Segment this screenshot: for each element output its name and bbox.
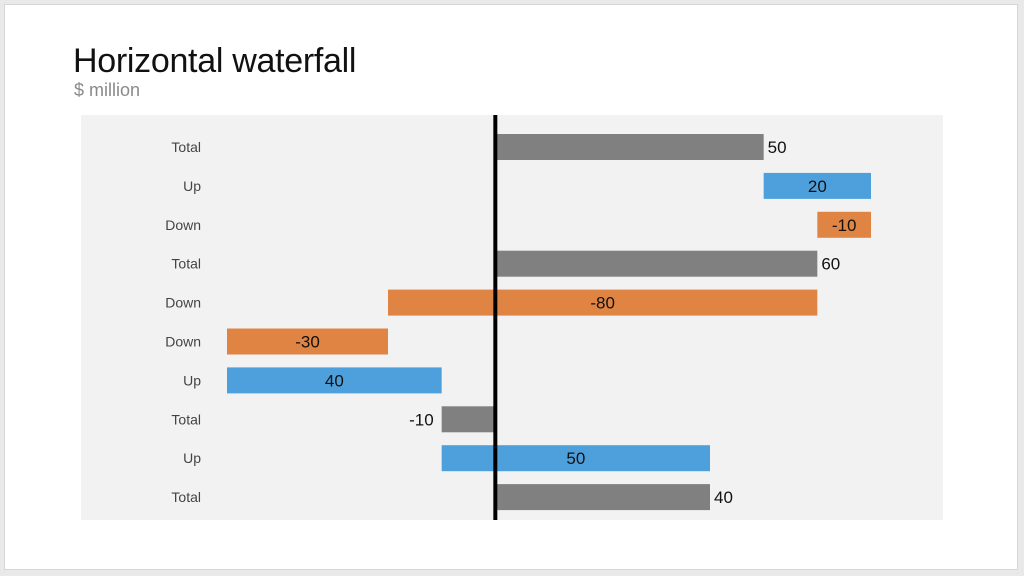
value-label: -30 <box>295 333 320 352</box>
bar-total <box>495 134 764 160</box>
value-label: 40 <box>325 371 344 390</box>
value-label: -80 <box>590 294 615 313</box>
category-label: Down <box>165 334 201 350</box>
bar-up <box>763 172 871 199</box>
bar-down <box>227 328 388 355</box>
value-label: 40 <box>714 488 733 507</box>
bar-up <box>227 367 442 394</box>
category-label: Down <box>165 217 201 233</box>
category-label: Up <box>183 450 201 466</box>
bar-total <box>441 406 496 433</box>
category-label: Up <box>183 372 201 388</box>
category-label: Down <box>165 295 201 311</box>
chart-title: Horizontal waterfall <box>73 42 357 80</box>
value-label: -10 <box>832 216 857 235</box>
chart-subtitle: $ million <box>74 80 141 100</box>
bar-up <box>441 445 710 472</box>
bar-total <box>495 250 818 277</box>
category-label: Total <box>171 139 201 155</box>
value-label: 50 <box>566 449 585 468</box>
value-label: 50 <box>768 138 787 157</box>
bar-down <box>388 289 818 316</box>
bar-total <box>495 484 710 511</box>
category-label: Total <box>171 256 201 272</box>
labels-layer: Total 50 Up 20 Down -10 Total 60 Down -80 Down -30 U… <box>165 138 856 507</box>
value-label: 60 <box>821 255 840 274</box>
category-label: Total <box>171 411 201 427</box>
bar-down <box>817 211 871 238</box>
value-label: 20 <box>808 177 827 196</box>
category-label: Up <box>183 178 201 194</box>
bars-layer <box>227 134 871 511</box>
value-label: -10 <box>409 410 434 429</box>
category-label: Total <box>171 489 201 505</box>
